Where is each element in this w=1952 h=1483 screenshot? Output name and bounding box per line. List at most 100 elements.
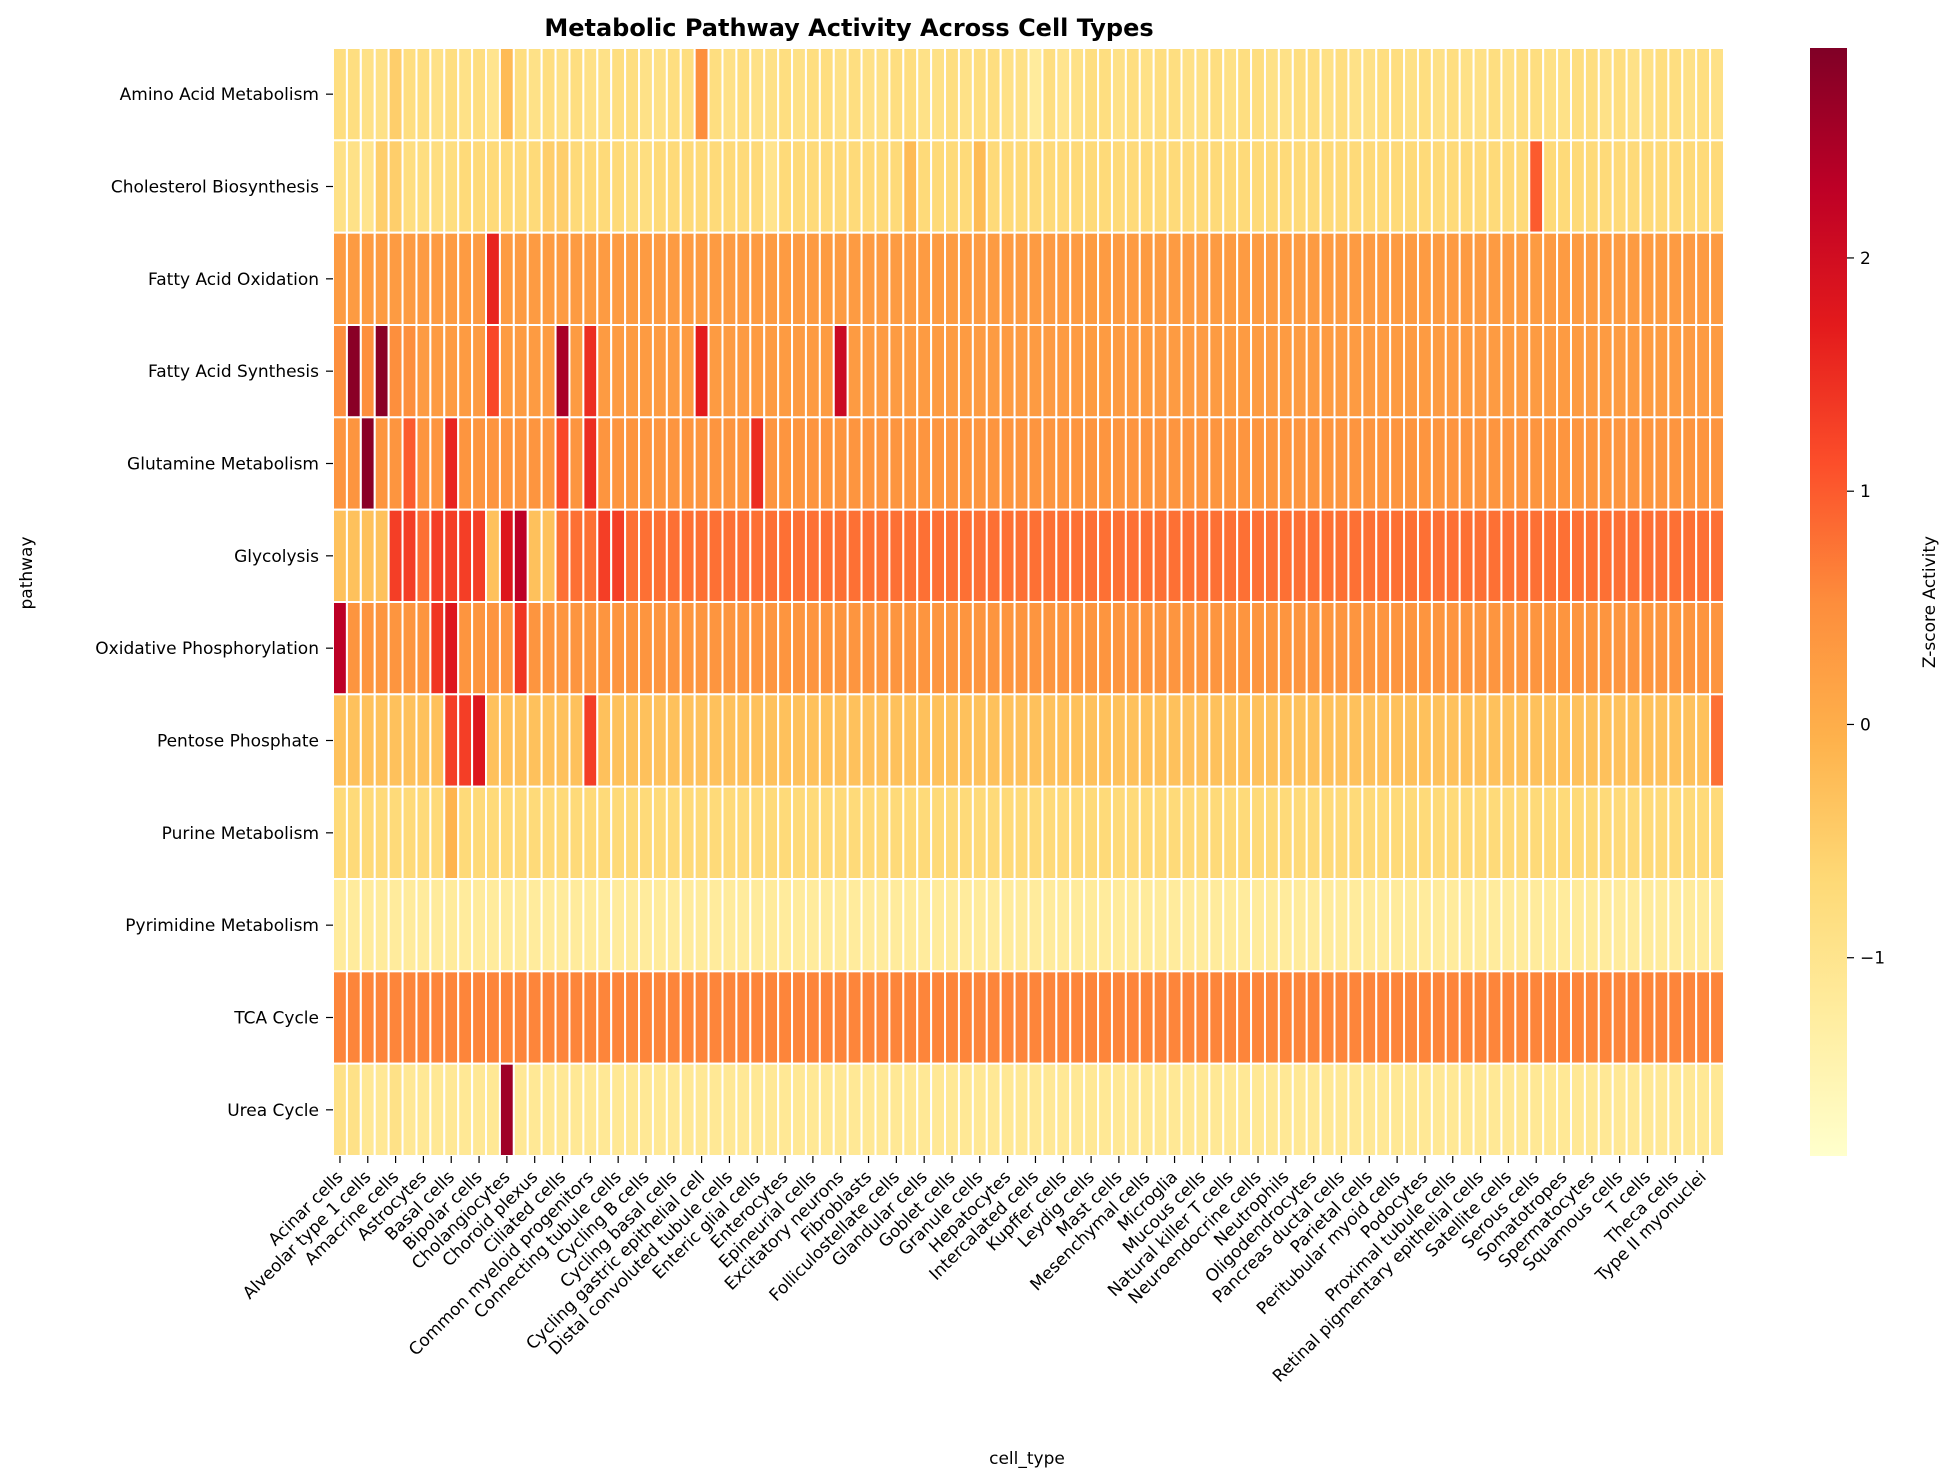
heatmap-cell [1458,508,1475,603]
heatmap-cell [749,878,766,973]
heatmap-cell [1110,508,1127,603]
heatmap-cell [1569,416,1586,511]
heatmap-cell [332,508,348,603]
heatmap-cell [1472,785,1489,881]
heatmap-cell [888,785,905,881]
heatmap-cell [1124,693,1141,788]
heatmap-cell [624,508,641,603]
heatmap-cell [401,601,418,696]
heatmap-cell [1083,416,1100,511]
heatmap-cell [1333,878,1350,973]
heatmap-cell [401,324,418,419]
y-tick-label: Pentose Phosphate [157,732,319,752]
heatmap-cell [1500,601,1517,696]
heatmap-cell [1403,785,1419,881]
heatmap-cell [1180,231,1197,327]
heatmap-cell [1069,231,1086,327]
heatmap-cell [846,878,863,973]
heatmap-cell [1653,1062,1670,1157]
heatmap-cell [860,878,877,973]
heatmap-cell [1152,47,1169,142]
heatmap-cell [1250,324,1266,419]
heatmap-cell [971,601,988,696]
heatmap-cell [777,970,794,1065]
heatmap-cell [1208,785,1225,881]
heatmap-cell [1416,785,1433,881]
heatmap-cell [373,970,390,1065]
heatmap-cell [1347,785,1364,881]
heatmap-cell [1389,139,1406,234]
heatmap-cell [1124,1062,1141,1157]
heatmap-cell [1250,47,1266,142]
heatmap-cell [471,231,488,327]
heatmap-cell [1709,970,1725,1065]
heatmap-cell [1110,324,1127,419]
heatmap-cell [1277,231,1294,327]
heatmap-cell [1583,508,1600,603]
heatmap-cell [846,508,863,603]
heatmap-cell [1013,508,1030,603]
heatmap-cell [1569,693,1586,788]
heatmap-cell [526,878,543,973]
heatmap-cell [679,785,696,881]
heatmap-cell [1625,693,1642,788]
heatmap-cell [1611,139,1628,234]
heatmap-cell [443,416,460,511]
heatmap-cell [610,231,627,327]
heatmap-cell [485,970,501,1065]
heatmap-cell [1556,601,1572,696]
heatmap-cell [693,693,710,788]
heatmap-cell [1305,970,1322,1065]
heatmap-cell [985,416,1002,511]
heatmap-cell [401,1062,418,1157]
heatmap-cell [971,693,988,788]
heatmap-cell [1305,47,1322,142]
heatmap-cell [1055,47,1072,142]
heatmap-cell [1110,970,1127,1065]
heatmap-cell [471,785,488,881]
heatmap-cell [1194,47,1211,142]
heatmap-cell [332,139,348,234]
heatmap-cell [846,139,863,234]
heatmap-cell [1709,324,1725,419]
heatmap-cell [777,231,794,327]
heatmap-cell [485,508,501,603]
heatmap-cell [1124,324,1141,419]
heatmap-cell [1194,231,1211,327]
heatmap-cell [582,416,599,511]
heatmap-cell [1291,693,1308,788]
heatmap-cell [1430,970,1447,1065]
heatmap-cell [1097,970,1113,1065]
heatmap-cell [1361,693,1378,788]
heatmap-cell [373,1062,390,1157]
heatmap-cell [568,970,585,1065]
heatmap-cell [665,785,682,881]
heatmap-cell [1667,416,1684,511]
heatmap-cell [999,601,1016,696]
heatmap-cell [999,47,1016,142]
heatmap-cell [874,139,891,234]
heatmap-cell [638,416,654,511]
heatmap-cell [804,47,821,142]
heatmap-cell [1556,47,1572,142]
heatmap-cell [1681,785,1698,881]
heatmap-cell [359,231,376,327]
heatmap-cell [1444,416,1461,511]
heatmap-cell [777,47,794,142]
heatmap-cell [1236,693,1253,788]
heatmap-cell [888,231,905,327]
heatmap-cell [1166,416,1183,511]
heatmap-cell [1681,139,1698,234]
heatmap-cell [721,970,738,1065]
heatmap-cell [1319,508,1336,603]
heatmap-cell [1681,601,1698,696]
colorbar-label: Z-score Activity [1920,536,1940,668]
heatmap-cell [512,1062,529,1157]
heatmap-cell [596,601,613,696]
heatmap-cell [1597,878,1614,973]
heatmap-cell [1556,324,1572,419]
heatmap-cell [443,785,460,881]
heatmap-cell [1180,693,1197,788]
heatmap-cell [401,785,418,881]
